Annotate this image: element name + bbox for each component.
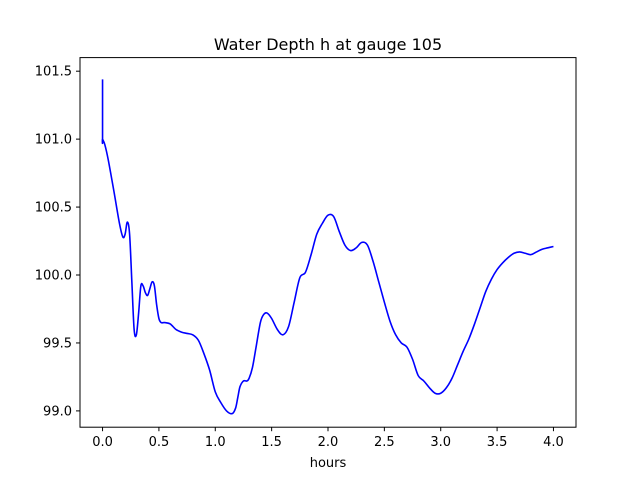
- x-tick-label: 3.0: [430, 435, 451, 450]
- x-tick-label: 0.0: [92, 435, 113, 450]
- y-tick-label: 99.5: [43, 336, 72, 351]
- x-tick-label: 1.0: [205, 435, 226, 450]
- y-tick-label: 100.0: [35, 269, 72, 284]
- series-line-0: [101, 79, 554, 415]
- x-tick-label: 2.0: [318, 435, 339, 450]
- y-tick-label: 101.5: [35, 65, 72, 80]
- x-tick-label: 4.0: [543, 435, 564, 450]
- y-tick-label: 99.0: [43, 404, 72, 419]
- x-tick-label: 3.5: [487, 435, 508, 450]
- y-tick-label: 100.5: [35, 201, 72, 216]
- plot-area: [101, 79, 554, 415]
- x-axis-label: hours: [310, 456, 347, 471]
- x-axis: 0.0 0.5 1.0 1.5 2.0 2.5 3.0 3.5 4.0: [92, 427, 564, 450]
- x-tick-label: 2.5: [374, 435, 395, 450]
- axes-frame: [79, 57, 577, 428]
- y-tick-label: 101.0: [35, 133, 72, 148]
- y-axis: 99.0 99.5 100.0 100.5 101.0 101.5: [35, 65, 80, 419]
- x-tick-label: 1.5: [261, 435, 282, 450]
- chart-title: Water Depth h at gauge 105: [214, 35, 442, 54]
- x-tick-label: 0.5: [149, 435, 170, 450]
